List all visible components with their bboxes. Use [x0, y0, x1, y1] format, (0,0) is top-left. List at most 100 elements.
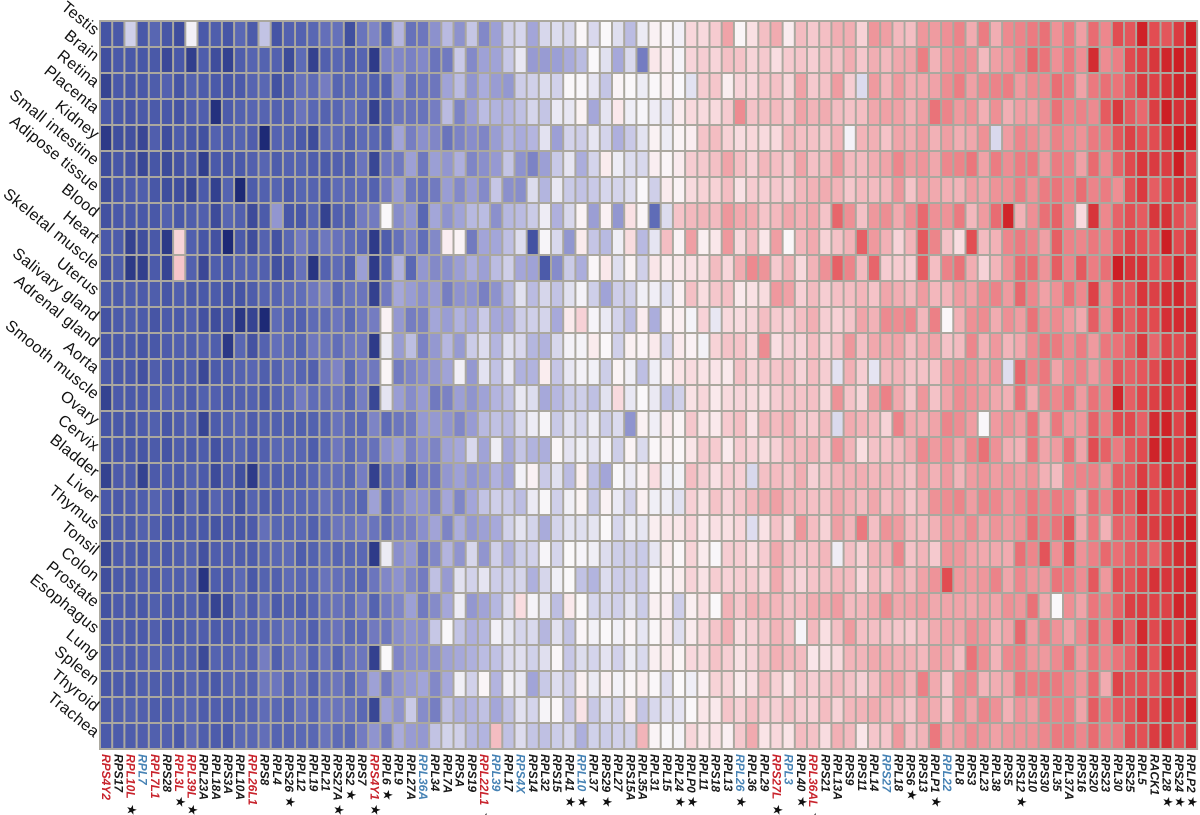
svg-text:RPL31: RPL31 [648, 754, 662, 792]
svg-text:RPL5: RPL5 [1135, 754, 1149, 785]
svg-text:RPS20: RPS20 [1087, 754, 1101, 792]
svg-text:RPL36A: RPL36A [416, 754, 430, 800]
svg-text:RPS23: RPS23 [1099, 754, 1113, 792]
svg-text:RPL9: RPL9 [392, 754, 406, 785]
svg-text:RPL13: RPL13 [721, 754, 735, 792]
svg-text:★: ★ [807, 809, 822, 815]
svg-text:RPL14: RPL14 [867, 754, 881, 792]
svg-text:★: ★ [770, 801, 785, 815]
svg-text:RPS27A: RPS27A [331, 754, 345, 801]
svg-text:RPL40: RPL40 [794, 754, 808, 792]
svg-text:RPS3: RPS3 [965, 754, 979, 786]
svg-text:RPL41: RPL41 [562, 754, 576, 792]
svg-text:RPS5: RPS5 [1001, 754, 1015, 786]
svg-text:RPS7: RPS7 [355, 754, 369, 787]
svg-text:RPS27: RPS27 [879, 754, 893, 793]
svg-text:RPL27A: RPL27A [404, 754, 418, 800]
svg-text:RPL21: RPL21 [319, 754, 333, 792]
svg-text:RPL3L: RPL3L [172, 754, 186, 792]
svg-text:RPLP2: RPLP2 [1184, 754, 1198, 793]
svg-text:RPS11: RPS11 [855, 754, 869, 791]
svg-text:★: ★ [124, 801, 139, 815]
svg-text:RPS14: RPS14 [526, 754, 540, 792]
svg-text:RPS13: RPS13 [916, 754, 930, 792]
svg-text:RPS3A: RPS3A [221, 754, 235, 794]
svg-text:RPS25: RPS25 [1123, 754, 1137, 792]
svg-text:RPL7A: RPL7A [440, 754, 454, 793]
svg-text:RPS30: RPS30 [1038, 754, 1052, 792]
svg-text:RPL35: RPL35 [1050, 754, 1064, 792]
svg-text:RPL12: RPL12 [294, 754, 308, 792]
svg-text:RPL39L: RPL39L [184, 754, 198, 799]
svg-text:★: ★ [368, 801, 383, 815]
svg-text:RPS17: RPS17 [111, 754, 125, 793]
svg-text:★: ★ [599, 793, 614, 811]
svg-text:★: ★ [185, 801, 200, 815]
svg-text:RPL10L: RPL10L [124, 754, 138, 799]
svg-text:RPS10: RPS10 [1026, 754, 1040, 792]
svg-text:★: ★ [685, 793, 700, 811]
svg-text:RPL10A: RPL10A [233, 754, 247, 800]
svg-text:RPL7L1: RPL7L1 [148, 754, 162, 799]
svg-text:RPL39: RPL39 [489, 754, 503, 792]
svg-text:RPL17: RPL17 [501, 754, 515, 793]
svg-text:RPL36AL: RPL36AL [806, 754, 820, 807]
svg-text:RPS12: RPS12 [1013, 754, 1027, 792]
svg-text:RPSA: RPSA [453, 754, 467, 787]
svg-text:RPS28: RPS28 [160, 754, 174, 792]
svg-text:RPL11: RPL11 [696, 754, 710, 791]
svg-text:★: ★ [904, 786, 919, 804]
svg-text:★: ★ [1185, 793, 1200, 811]
svg-text:RPS27L: RPS27L [770, 754, 784, 799]
svg-text:RPS24: RPS24 [1172, 754, 1186, 792]
svg-text:★: ★ [1014, 793, 1029, 811]
svg-text:RPLP1: RPLP1 [928, 754, 942, 793]
svg-text:RPS19: RPS19 [465, 754, 479, 792]
svg-text:★: ★ [794, 793, 809, 811]
svg-text:RPL4: RPL4 [270, 754, 284, 785]
svg-text:RPLP0: RPLP0 [684, 754, 698, 793]
svg-text:RPL7: RPL7 [136, 754, 150, 786]
svg-text:★: ★ [929, 793, 944, 811]
svg-text:★: ★ [173, 793, 188, 811]
svg-text:★: ★ [1172, 793, 1187, 811]
svg-text:RPL26L1: RPL26L1 [245, 754, 259, 806]
svg-text:RPL6: RPL6 [380, 754, 394, 785]
svg-text:RPS4Y1: RPS4Y1 [367, 754, 381, 800]
svg-text:★: ★ [380, 786, 395, 804]
svg-text:★: ★ [563, 793, 578, 811]
svg-text:RPL15: RPL15 [660, 754, 674, 792]
svg-text:RPS2: RPS2 [343, 754, 357, 786]
svg-text:RPL26: RPL26 [733, 754, 747, 792]
svg-text:RPL35A: RPL35A [636, 754, 650, 800]
svg-text:RPS9: RPS9 [843, 754, 857, 786]
svg-text:RPL28: RPL28 [1160, 754, 1174, 792]
svg-text:RPS4X: RPS4X [514, 754, 528, 794]
svg-text:★: ★ [734, 793, 749, 811]
svg-text:★: ★ [1160, 793, 1175, 811]
svg-text:RPL37A: RPL37A [1062, 754, 1076, 800]
svg-text:RPL22: RPL22 [940, 754, 954, 792]
svg-text:RPS15: RPS15 [550, 754, 564, 792]
svg-text:RPS18: RPS18 [709, 754, 723, 792]
svg-text:RPL18A: RPL18A [209, 754, 223, 800]
svg-text:★: ★ [283, 793, 298, 811]
svg-text:RPL29: RPL29 [757, 754, 771, 792]
svg-text:RPL24: RPL24 [672, 754, 686, 792]
svg-text:RPL34: RPL34 [428, 754, 442, 792]
svg-text:RACK1: RACK1 [1147, 754, 1161, 796]
svg-text:RPS29: RPS29 [599, 754, 613, 792]
svg-text:RPL38: RPL38 [989, 754, 1003, 792]
svg-text:RPL10: RPL10 [575, 754, 589, 792]
svg-text:★: ★ [575, 793, 590, 811]
svg-text:★: ★ [343, 786, 358, 804]
svg-text:RPL23: RPL23 [977, 754, 991, 792]
svg-text:RPL23A: RPL23A [197, 754, 211, 800]
svg-text:RPL3: RPL3 [782, 754, 796, 785]
svg-text:★: ★ [673, 793, 688, 811]
svg-text:RPS6: RPS6 [904, 754, 918, 786]
svg-text:RPS16: RPS16 [1074, 754, 1088, 792]
svg-text:RPL13A: RPL13A [831, 754, 845, 800]
svg-text:RPL37: RPL37 [587, 754, 601, 793]
svg-text:RPL36: RPL36 [745, 754, 759, 792]
